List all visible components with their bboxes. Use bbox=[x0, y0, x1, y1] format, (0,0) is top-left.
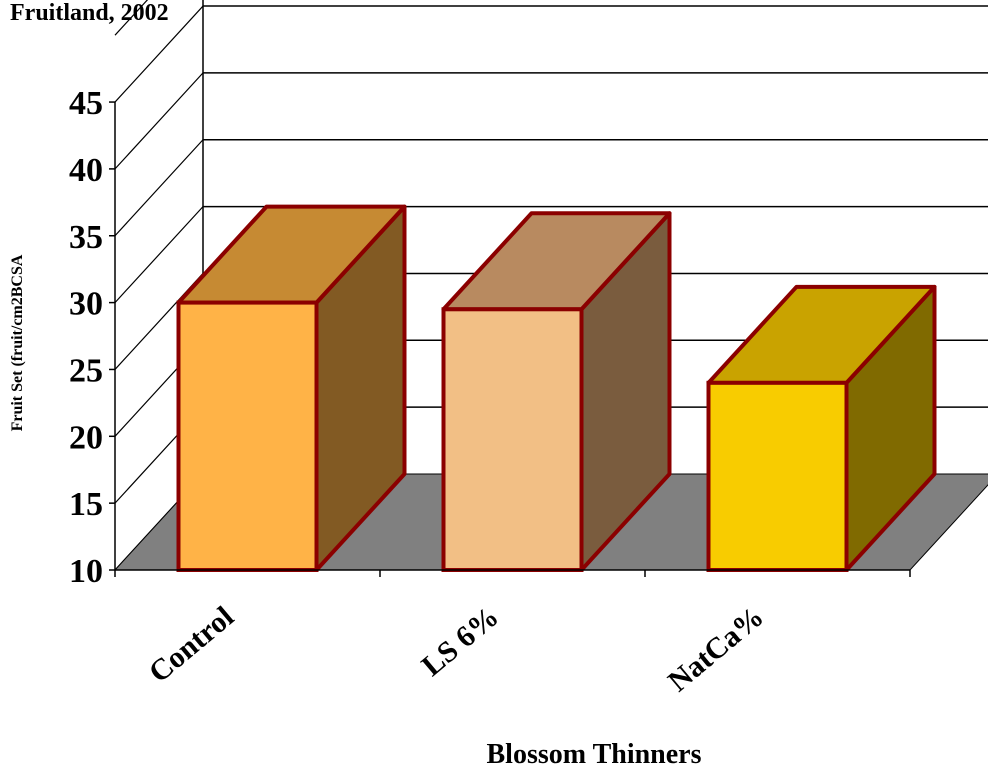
gridline-depth bbox=[114, 72, 204, 170]
gridline-depth bbox=[114, 5, 204, 103]
bars bbox=[176, 204, 937, 572]
y-tick-label: 20 bbox=[69, 419, 103, 456]
y-tick-labels: 10 15 20 25 30 35 40 45 bbox=[69, 85, 103, 590]
y-tick-label: 15 bbox=[69, 486, 103, 523]
x-tick-label: NatCa% bbox=[662, 600, 770, 698]
y-tick-label: 45 bbox=[69, 85, 103, 122]
x-tick-label: LS 6% bbox=[415, 600, 505, 683]
y-tick-label: 10 bbox=[69, 553, 103, 590]
chart-title: Fruitland, 2002 bbox=[10, 0, 169, 26]
gridline-depth bbox=[114, 206, 204, 304]
gridline-depth bbox=[114, 0, 149, 36]
y-axis-label: Fruit Set (fruit/cm2BCSA bbox=[9, 254, 26, 431]
bar-front bbox=[176, 300, 319, 572]
bar-front bbox=[706, 380, 849, 572]
gridline-depth bbox=[114, 139, 204, 237]
y-tick-label: 25 bbox=[69, 352, 103, 389]
bar bbox=[176, 204, 407, 572]
bar bbox=[441, 211, 672, 572]
x-tick-labels: Control LS 6% NatCa% bbox=[143, 600, 770, 698]
x-axis-label: Blossom Thinners bbox=[487, 739, 702, 770]
bar bbox=[706, 284, 937, 572]
x-tick-label: Control bbox=[143, 600, 240, 689]
y-tick-label: 35 bbox=[69, 219, 103, 256]
y-tick-label: 40 bbox=[69, 152, 103, 189]
axes bbox=[109, 101, 911, 577]
y-tick-label: 30 bbox=[69, 286, 103, 323]
bar-front bbox=[441, 307, 584, 572]
